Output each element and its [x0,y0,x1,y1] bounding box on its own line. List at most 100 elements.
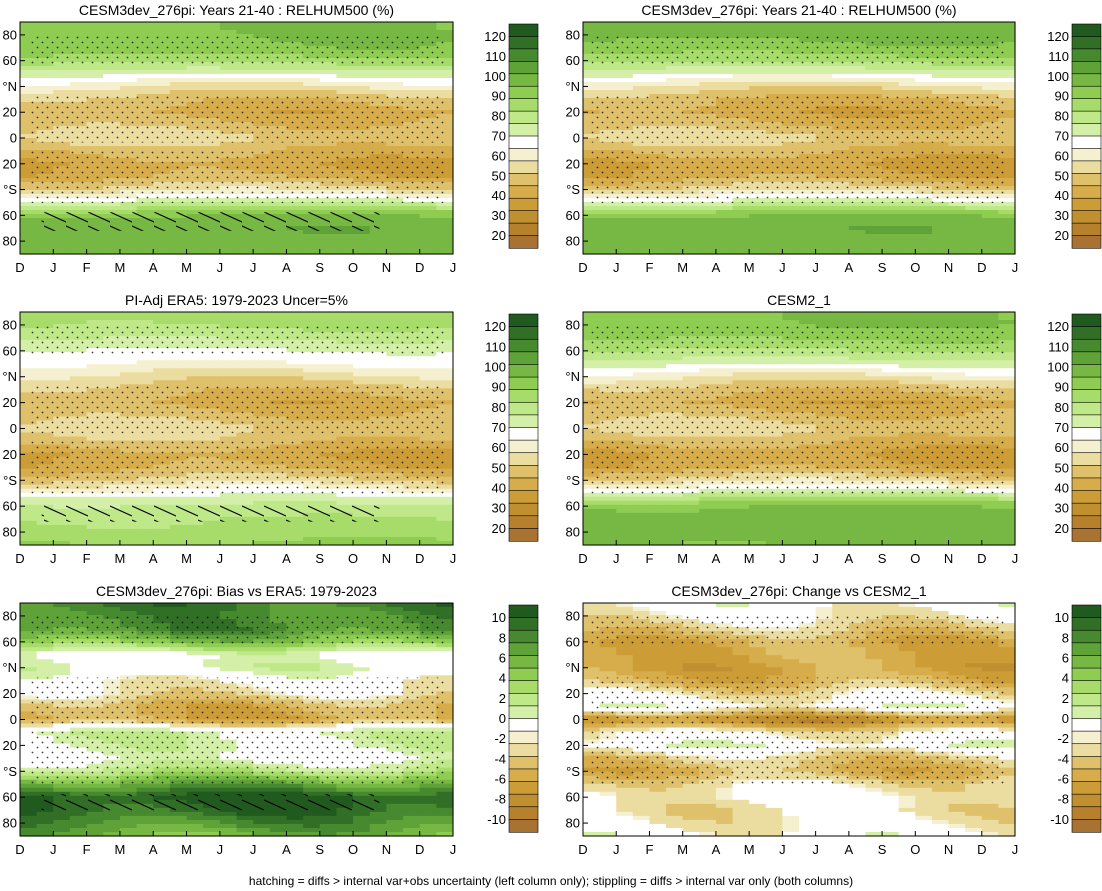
field-cell [436,174,454,179]
field-cell [286,536,304,542]
field-cell [136,234,154,239]
field-cell [666,30,684,35]
field-cell [20,58,38,63]
field-cell [20,190,38,195]
field-cell [286,146,304,151]
field-cell [20,122,38,127]
field-cell [369,62,387,67]
field-cell [616,320,634,325]
field-cell [153,540,171,546]
field-cell [303,312,321,317]
field-cell [732,202,750,207]
field-cell [119,364,138,369]
field-cell [915,246,933,251]
field-cell [386,320,404,325]
field-cell [69,202,88,207]
field-cell [403,90,421,95]
field-cell [882,74,900,79]
field-cell [136,364,154,369]
y-tick-label: 60 [566,53,580,68]
field-cell [86,146,104,151]
field-cell [965,234,983,239]
field-cell [998,98,1016,103]
field-cell [386,380,404,385]
field-cell [169,206,188,211]
field-cell [53,86,71,91]
field-cell [998,78,1016,83]
field-cell [749,142,767,147]
field-cell [319,86,338,91]
field-cell [353,70,371,75]
field-cell [269,230,288,235]
field-cell [269,66,288,71]
field-cell [649,82,667,87]
field-cell [882,226,900,231]
field-cell [715,250,734,255]
field-cell [815,78,833,83]
field-cell [286,230,304,235]
field-cell [898,242,916,247]
field-cell [799,86,817,91]
field-cell [815,218,833,223]
field-cell [419,62,437,67]
field-cell [436,154,454,159]
field-cell [353,82,371,87]
field-cell [153,238,171,243]
field-cell [865,316,883,321]
field-cell [36,250,54,255]
field-cell [583,234,601,239]
field-cell [898,62,916,67]
field-cell [103,74,121,79]
field-cell [419,532,437,538]
field-cell [583,328,601,333]
field-cell [632,142,651,147]
field-cell [799,90,817,95]
field-cell [666,26,684,31]
field-cell [649,250,667,255]
field-cell [269,496,288,502]
field-cell [832,202,850,207]
field-cell [583,82,601,87]
field-cell [616,74,634,79]
field-cell [319,352,338,357]
field-cell [36,70,54,75]
field-cell [253,528,271,534]
field-cell [583,90,601,95]
field-cell [69,74,88,79]
field-cell [186,532,204,538]
field-cell [583,226,601,231]
field-cell [782,86,800,91]
field-cell [815,62,833,67]
field-cell [286,250,304,255]
field-cell [715,222,734,227]
field-cell [153,316,171,321]
field-cell [153,368,171,373]
field-cell [103,146,121,151]
field-cell [632,316,651,321]
field-cell [119,436,138,442]
field-cell [53,352,71,357]
field-cell [616,146,634,151]
field-cell [169,352,188,357]
field-cell [882,66,900,71]
field-cell [86,376,104,381]
field-cell [386,86,404,91]
field-cell [765,316,783,321]
field-cell [136,380,154,385]
field-cell [632,202,651,207]
field-cell [436,218,454,223]
field-cell [103,368,121,373]
field-cell [815,242,833,247]
field-cell [436,480,454,486]
field-cell [882,202,900,207]
field-cell [20,312,38,317]
field-cell [69,380,88,385]
field-cell [169,492,188,498]
field-cell [236,380,254,385]
field-cell [53,520,71,526]
field-cell [583,344,601,349]
field-cell [583,150,601,155]
field-cell [616,316,634,321]
field-cell [253,242,271,247]
